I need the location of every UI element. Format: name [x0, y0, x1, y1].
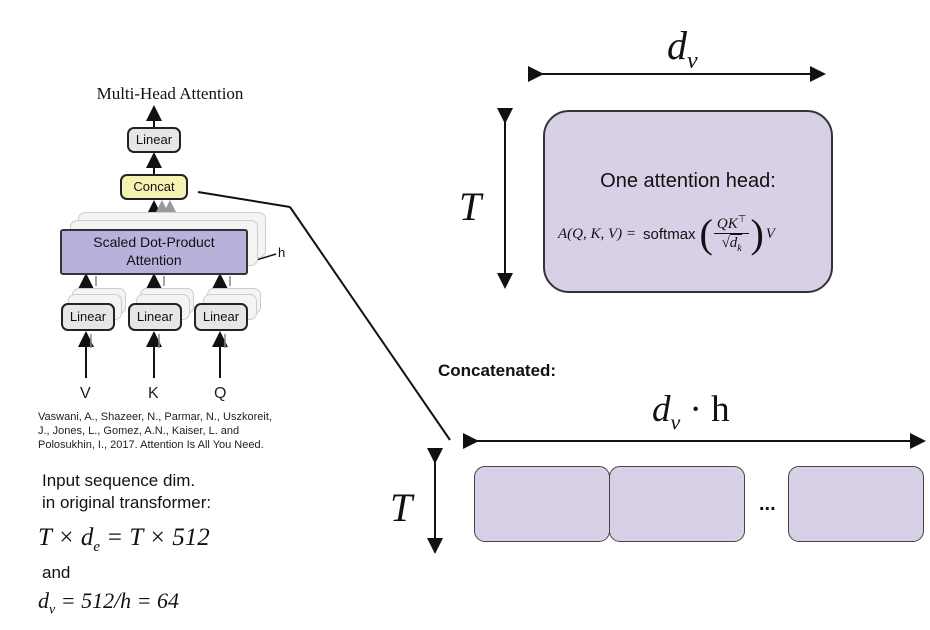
concat-head-segment	[788, 466, 924, 542]
math-text: d	[729, 235, 738, 251]
input-dim-note: Input sequence dim. in original transfor…	[42, 470, 211, 514]
concat-head-segment	[474, 466, 610, 542]
sdpa-box: Scaled Dot-Product Attention	[60, 229, 248, 275]
concat-head-segment	[609, 466, 745, 542]
input-v-label: V	[80, 385, 91, 402]
math-sub: e	[93, 539, 100, 555]
math-text: · h	[680, 389, 730, 430]
sqrt-symbol: √	[721, 235, 730, 251]
ellipsis: ...	[759, 493, 776, 515]
input-dim-formula: T × de = T × 512	[38, 524, 210, 556]
diagram-title: Multi-Head Attention	[96, 84, 244, 103]
citation-line: J., Jones, L., Gomez, A.N., Kaiser, L. a…	[38, 425, 240, 437]
formula-numerator: QK⊤	[713, 214, 750, 234]
input-k-label: K	[148, 385, 159, 402]
linear-output-box: Linear	[127, 127, 181, 153]
attention-head-box	[543, 110, 833, 293]
linear-q-box: Linear	[194, 303, 248, 331]
math-sub: v	[687, 48, 698, 74]
formula-denominator: √dk	[722, 234, 742, 254]
linear-k-box: Linear	[128, 303, 182, 331]
math-sub: k	[737, 243, 742, 254]
note-line: Input sequence dim.	[42, 471, 196, 490]
concatenated-label: Concatenated:	[438, 361, 557, 380]
formula-fraction: QK⊤ √dk	[713, 214, 750, 254]
zoom-connector-line	[197, 191, 291, 208]
math-sub: v	[670, 409, 681, 435]
note-line: in original transformer:	[42, 493, 212, 512]
math-text: = T × 512	[100, 524, 210, 551]
formula-lhs: A(Q, K, V) =	[558, 225, 637, 242]
concat-box: Concat	[120, 174, 188, 200]
math-sub: v	[49, 602, 56, 618]
citation-line: Polosukhin, I., 2017. Attention Is All Y…	[38, 439, 264, 451]
citation-line: Vaswani, A., Shazeer, N., Parmar, N., Us…	[38, 411, 272, 423]
formula-tail: V	[765, 225, 775, 242]
formula-softmax: softmax	[643, 225, 696, 243]
linear-v-box: Linear	[61, 303, 115, 331]
head-width-label: dv	[667, 22, 698, 75]
and-text: and	[42, 563, 71, 582]
formula-paren: (	[699, 211, 713, 256]
math-text: T × d	[38, 524, 94, 551]
math-text: d	[38, 588, 49, 613]
dv-formula: dv = 512/h = 64	[38, 588, 179, 618]
math-sup: ⊤	[737, 214, 747, 225]
input-q-label: Q	[214, 385, 227, 402]
math-text: d	[652, 389, 671, 430]
sdpa-label-line2: Attention	[126, 252, 182, 268]
zoom-connector-line-2	[289, 206, 451, 441]
concat-height-label: T	[390, 485, 413, 530]
math-text: QK	[716, 216, 738, 232]
citation: Vaswani, A., Shazeer, N., Parmar, N., Us…	[38, 410, 318, 452]
attention-formula: A(Q, K, V) = softmax ( QK⊤ √dk ) V	[558, 211, 775, 256]
sdpa-label-line1: Scaled Dot-Product	[93, 234, 215, 250]
math-text: = 512/h = 64	[55, 588, 180, 613]
math-text: d	[667, 23, 687, 68]
head-height-label: T	[459, 184, 482, 229]
attention-head-title: One attention head:	[600, 170, 776, 192]
formula-paren: )	[750, 211, 764, 256]
sqrt-content: dk	[729, 234, 742, 254]
concat-width-label: dv · h	[652, 388, 730, 435]
h-label: h	[278, 245, 286, 260]
